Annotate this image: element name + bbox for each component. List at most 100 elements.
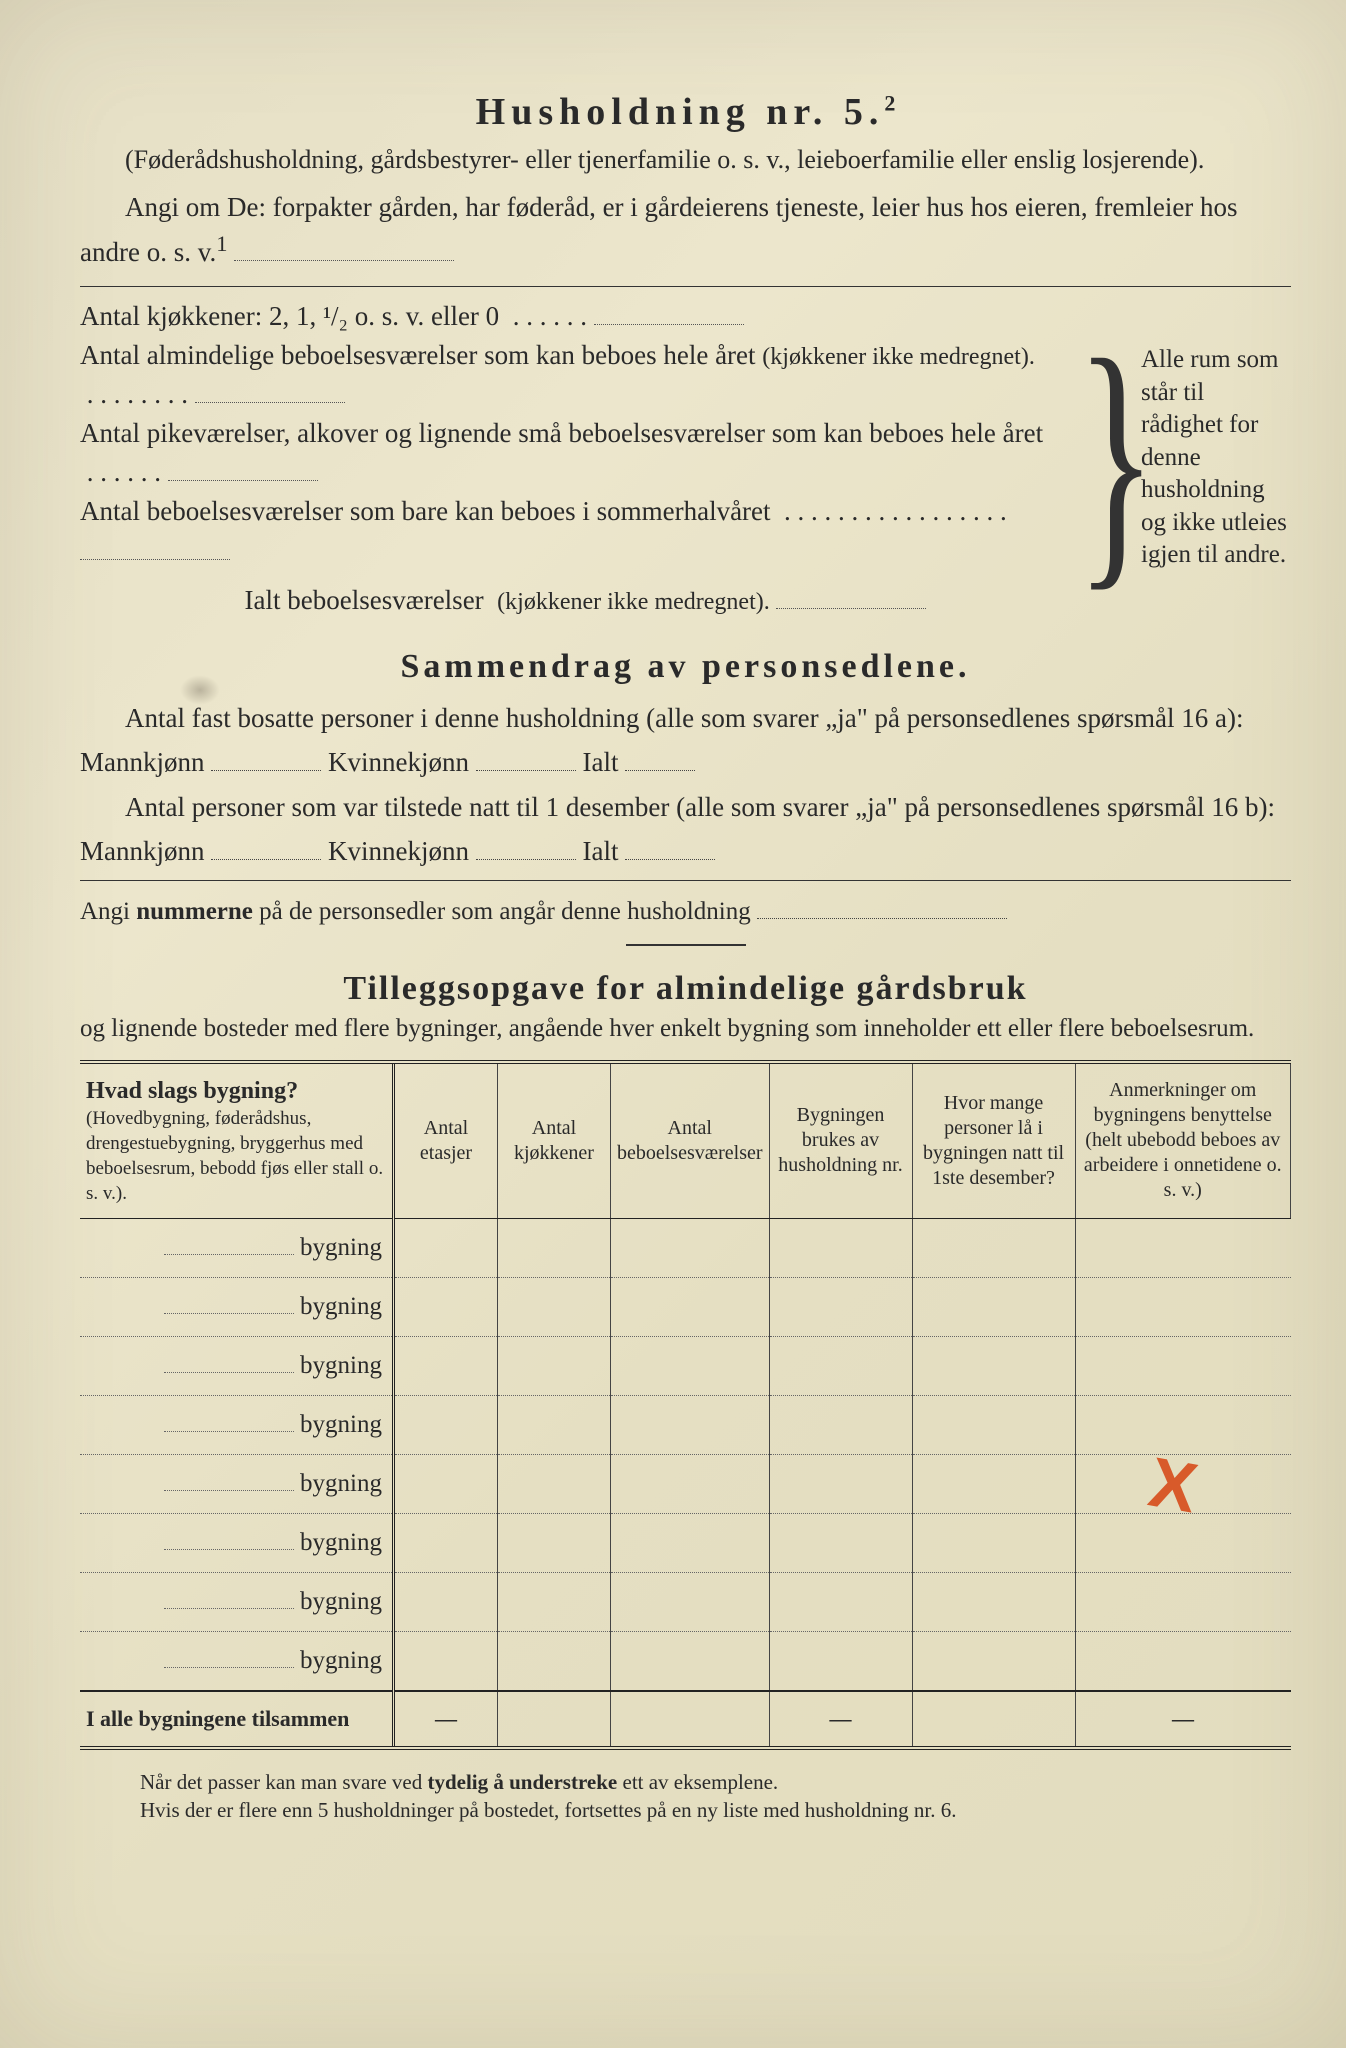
table-row: bygning (80, 1277, 1291, 1336)
fn1c: ett av eksemplene. (623, 1770, 779, 1794)
summary-block: Antal fast bosatte personer i denne hush… (80, 696, 1291, 932)
total-cell (611, 1691, 770, 1748)
rooms-l4-text: Antal beboelsesværelser som bare kan beb… (80, 496, 771, 526)
rooms-l2: Antal almindelige beboelsesværelser som … (80, 336, 1091, 414)
separator (80, 286, 1291, 287)
p1c: Ialt (583, 747, 619, 777)
table-cell (912, 1218, 1075, 1277)
table-cell (394, 1572, 498, 1631)
page-title: Husholdning nr. 5.2 (80, 90, 1291, 134)
fill-line (476, 770, 576, 771)
table-cell (912, 1513, 1075, 1572)
table-cell (912, 1454, 1075, 1513)
table-cell (394, 1395, 498, 1454)
table-cell (1075, 1513, 1290, 1572)
rooms-l1: Antal kjøkkener: 2, 1, ¹/₂ o. s. v. elle… (80, 297, 1091, 336)
summary-p1: Antal fast bosatte personer i denne hush… (80, 696, 1291, 785)
table-row: bygning (80, 1513, 1291, 1572)
intro-line-2: Angi om De: forpakter gården, har føderå… (80, 188, 1291, 271)
fill-line (195, 402, 345, 403)
buildings-table: Hvad slags bygning?(Hovedbygning, føderå… (80, 1060, 1291, 1750)
rooms-l5b-text: (kjøkkener ikke medregnet). (497, 589, 770, 615)
table-cell (769, 1218, 912, 1277)
th-kitchens: Antal kjøkkener (498, 1062, 611, 1219)
rooms-l5: Ialt beboelsesværelser (kjøkkener ikke m… (80, 581, 1091, 620)
brace-column: } (1101, 297, 1131, 620)
p1a: Antal fast bosatte personer i denne hush… (80, 703, 1243, 778)
fill-line (757, 918, 1007, 919)
p3a: Angi (80, 898, 130, 925)
total-cell (498, 1691, 611, 1748)
table-cell (611, 1631, 770, 1691)
intro2-label: Angi om De: (125, 192, 266, 222)
table-cell (769, 1454, 912, 1513)
table-row: bygning (80, 1572, 1291, 1631)
row-building-label: bygning (80, 1631, 394, 1691)
table-cell (498, 1631, 611, 1691)
table-cell (498, 1572, 611, 1631)
table-cell (498, 1218, 611, 1277)
table-cell (769, 1277, 912, 1336)
rooms-l3: Antal pikeværelser, alkover og lignende … (80, 414, 1091, 492)
fill-line (211, 859, 321, 860)
summary-p3: Angi nummerne på de personsedler som ang… (80, 891, 1291, 932)
table-row: bygning (80, 1454, 1291, 1513)
total-cell: — (1075, 1691, 1290, 1748)
row-building-label: bygning (80, 1454, 394, 1513)
rooms-l5a-text: Ialt beboelsesværelser (245, 585, 484, 615)
table-row: bygning (80, 1395, 1291, 1454)
table-cell (611, 1218, 770, 1277)
fill-line (625, 859, 715, 860)
row-building-label: bygning (80, 1395, 394, 1454)
title-text: Husholdning nr. 5. (476, 91, 885, 133)
table-cell (769, 1572, 912, 1631)
row-building-label: bygning (80, 1336, 394, 1395)
table-cell (394, 1513, 498, 1572)
fill-line (211, 770, 321, 771)
table-cell (394, 1336, 498, 1395)
table-cell (611, 1513, 770, 1572)
p2a: Antal personer som var tilstede natt til… (80, 792, 1275, 867)
th-notes: Anmerkninger om bygningens benyttelse (h… (1075, 1062, 1290, 1219)
table-row: bygning (80, 1218, 1291, 1277)
th-building-type: Hvad slags bygning?(Hovedbygning, føderå… (80, 1062, 394, 1219)
table-cell (769, 1631, 912, 1691)
table-row: bygning (80, 1631, 1291, 1691)
table-cell (912, 1277, 1075, 1336)
table-cell (498, 1395, 611, 1454)
fill-line (625, 770, 695, 771)
th-floors: Antal etasjer (394, 1062, 498, 1219)
rooms-l3-text: Antal pikeværelser, alkover og lignende … (80, 418, 1043, 448)
table-cell (912, 1631, 1075, 1691)
table-cell (498, 1454, 611, 1513)
intro-line-1: (Føderådshusholdning, gårdsbestyrer- ell… (80, 142, 1291, 178)
row-building-label: bygning (80, 1218, 394, 1277)
table-cell (912, 1336, 1075, 1395)
p3b: nummerne (136, 898, 253, 925)
table-cell (394, 1631, 498, 1691)
section2-title: Sammendrag av personsedlene. (80, 648, 1291, 686)
row-building-label: bygning (80, 1572, 394, 1631)
row-building-label: bygning (80, 1513, 394, 1572)
table-cell (912, 1395, 1075, 1454)
table-cell (1075, 1277, 1290, 1336)
th-persons: Hvor mange personer lå i bygningen natt … (912, 1062, 1075, 1219)
rooms-l2a-text: Antal almindelige beboelsesværelser som … (80, 340, 756, 370)
fill-line (594, 324, 744, 325)
table-cell (611, 1454, 770, 1513)
table-cell (769, 1513, 912, 1572)
fill-line (234, 260, 454, 261)
table-cell (611, 1572, 770, 1631)
p2c: Ialt (583, 836, 619, 866)
th-household: Bygningen brukes av husholdning nr. (769, 1062, 912, 1219)
footnote-2: Hvis der er flere enn 5 husholdninger på… (140, 1796, 1291, 1824)
table-cell (912, 1572, 1075, 1631)
rooms-l4: Antal beboelsesværelser som bare kan beb… (80, 492, 1091, 570)
table-cell (1075, 1336, 1290, 1395)
intro2-sup: 1 (216, 231, 227, 256)
footnote-1: Når det passer kan man svare ved tydelig… (140, 1768, 1291, 1796)
table-cell (1075, 1631, 1290, 1691)
table-cell (1075, 1218, 1290, 1277)
table-row: bygning (80, 1336, 1291, 1395)
table-cell (611, 1277, 770, 1336)
